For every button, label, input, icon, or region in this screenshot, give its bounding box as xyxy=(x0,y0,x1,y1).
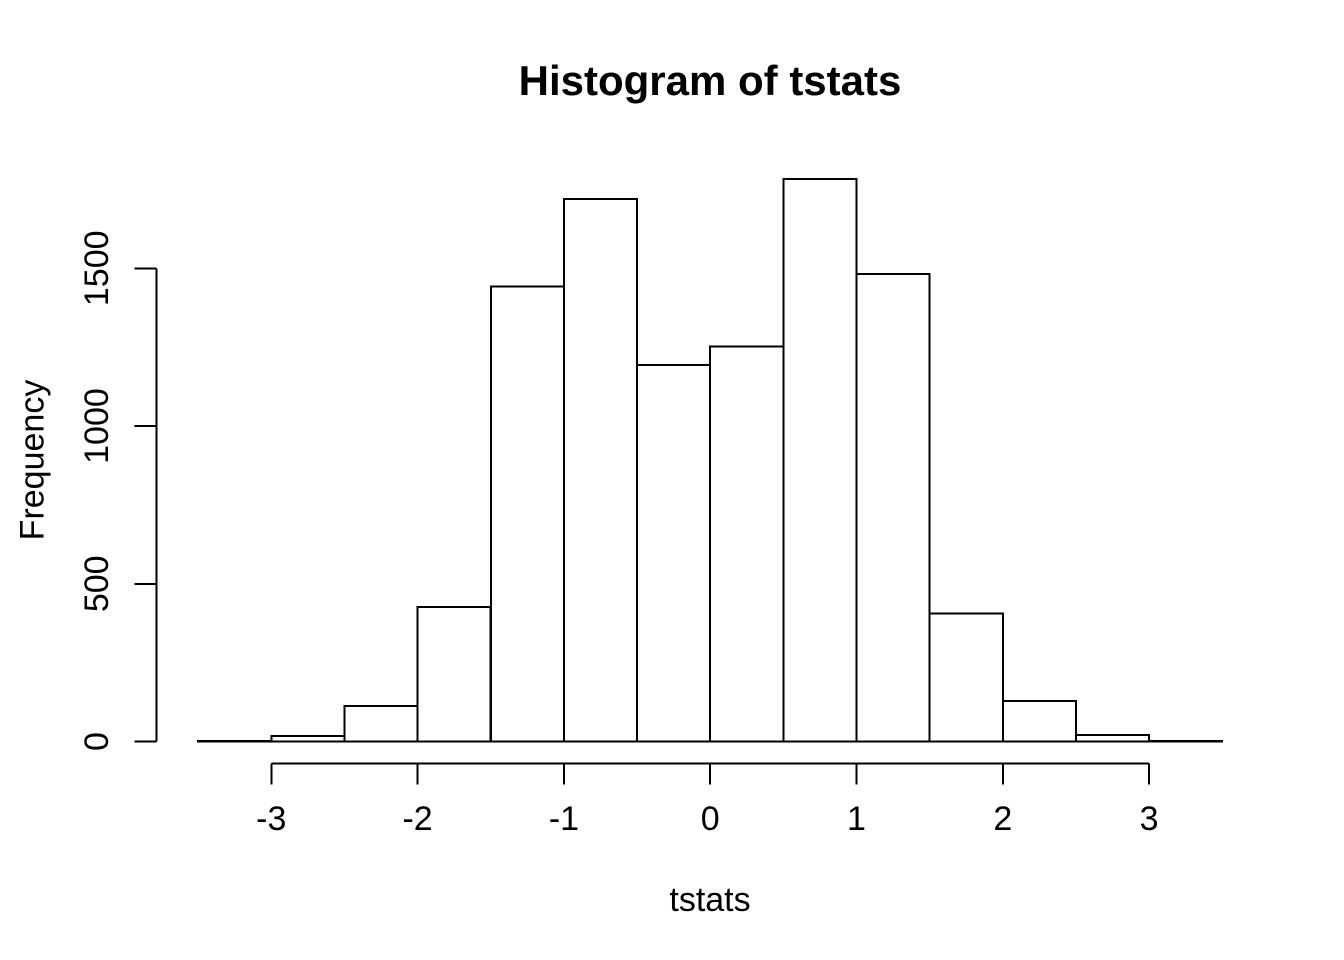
x-axis-label: tstats xyxy=(669,881,751,919)
chart-title: Histogram of tstats xyxy=(518,57,902,104)
histogram-bar xyxy=(197,739,273,743)
x-tick-label: 1 xyxy=(847,800,866,838)
x-tick-label: 2 xyxy=(993,800,1012,838)
histogram-bar xyxy=(855,273,931,743)
histogram-bar xyxy=(709,345,785,743)
x-tick-label: 0 xyxy=(701,800,720,838)
histogram-bar xyxy=(562,198,639,743)
histogram-bar xyxy=(1075,733,1151,743)
x-tick-label: -3 xyxy=(256,800,286,838)
x-tick-label: -1 xyxy=(549,800,579,838)
y-axis-label: Frequency xyxy=(13,379,52,541)
histogram-bar xyxy=(782,178,858,743)
y-tick-label: 1000 xyxy=(78,388,116,464)
x-tick-label: 3 xyxy=(1140,800,1159,838)
histogram-bar xyxy=(928,612,1004,743)
y-tick-label: 1500 xyxy=(78,230,116,306)
histogram-bar xyxy=(416,605,492,743)
histogram-bar xyxy=(1001,700,1077,743)
histogram-bar xyxy=(1148,739,1224,743)
histogram-bar xyxy=(270,734,346,743)
y-tick-label: 500 xyxy=(78,555,116,612)
histogram-bar xyxy=(636,363,712,743)
histogram-bar xyxy=(343,704,419,743)
histogram-bar xyxy=(489,285,565,743)
x-tick-label: -2 xyxy=(402,800,432,838)
y-tick-label: 0 xyxy=(78,732,116,751)
